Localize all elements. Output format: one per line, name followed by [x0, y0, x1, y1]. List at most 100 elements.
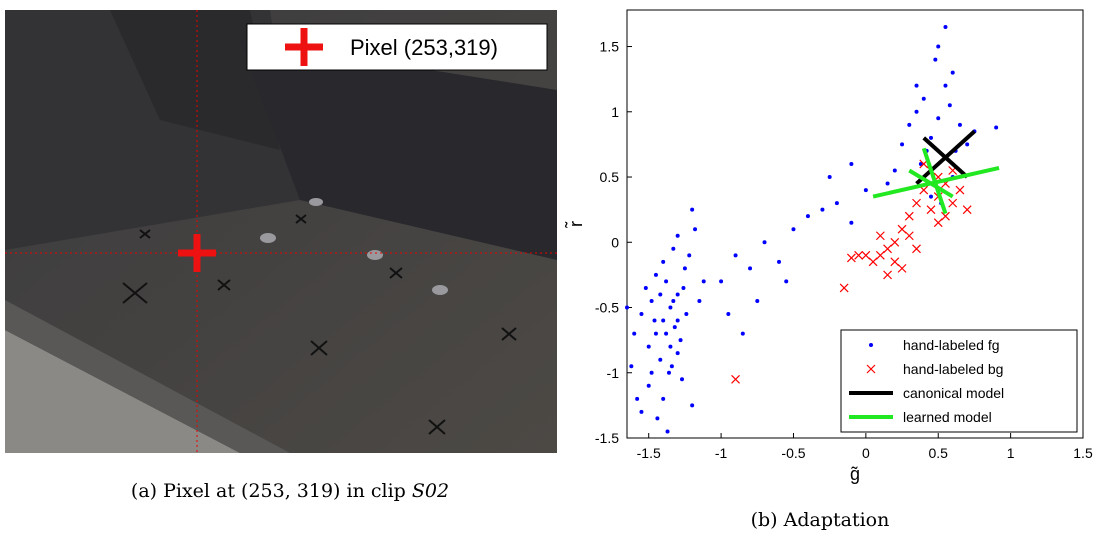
fg-point — [655, 416, 660, 421]
bg-point — [948, 198, 958, 208]
legend-label: canonical model — [903, 385, 1004, 401]
bg-point — [955, 185, 965, 195]
fg-point — [943, 24, 948, 29]
bg-point — [875, 231, 885, 241]
fg-point — [693, 227, 698, 232]
fg-point — [827, 175, 832, 180]
fg-point — [687, 253, 692, 258]
fg-point — [820, 207, 825, 212]
fg-point — [733, 253, 738, 258]
fg-point — [664, 279, 669, 284]
y-tick-label: 1 — [611, 104, 619, 120]
caption: (b) Adaptation — [751, 509, 890, 531]
fg-point — [643, 285, 648, 290]
fg-point — [907, 122, 912, 127]
x-tick-label: 0.5 — [929, 445, 949, 461]
legend-label: Pixel (253,319) — [350, 35, 498, 60]
fg-point — [669, 364, 674, 369]
fg-point — [701, 279, 706, 284]
bg-point — [904, 211, 914, 221]
x-tick-label: -1.5 — [637, 445, 661, 461]
bg-point — [912, 198, 921, 208]
legend-label: hand-labeled fg — [903, 337, 1000, 353]
legend-box — [840, 329, 1078, 433]
legend-marker — [285, 28, 323, 66]
y-tick-label: -0.5 — [595, 300, 619, 316]
bg-point — [883, 244, 892, 254]
fg-point — [690, 403, 695, 408]
fg-point — [892, 168, 897, 173]
bg-point — [861, 250, 871, 260]
bg-point — [890, 237, 900, 247]
fg-point — [943, 83, 948, 88]
x-tick-label: -1 — [715, 445, 728, 461]
fg-point — [805, 214, 810, 219]
fg-point — [635, 396, 640, 401]
bg-point — [883, 270, 892, 280]
fg-point — [653, 272, 658, 277]
fg-point — [690, 207, 695, 212]
floor-marks — [122, 214, 517, 435]
fg-point — [748, 266, 753, 271]
fg-point — [900, 142, 905, 147]
y-tick-label: 0 — [611, 234, 619, 250]
fg-point — [666, 370, 671, 375]
photo: Pixel (253,319) — [5, 10, 557, 453]
fg-point — [675, 318, 680, 323]
legend-swatch — [869, 343, 873, 347]
x-tick-label: 1 — [1007, 445, 1015, 461]
fg-point — [726, 312, 731, 317]
fg-point — [863, 188, 868, 193]
fg-point — [762, 240, 767, 245]
fg-point — [777, 259, 781, 264]
legend-swatch — [866, 364, 876, 374]
fg-point — [672, 325, 677, 330]
fg-point — [918, 161, 923, 166]
fg-point — [682, 266, 687, 271]
caption-clip: S02 — [412, 480, 449, 502]
fg-point — [929, 135, 933, 140]
fg-point — [684, 312, 689, 317]
fg-point — [649, 370, 654, 375]
fg-point — [664, 331, 669, 336]
bg-point — [875, 250, 885, 260]
fg-point — [681, 285, 686, 290]
kerb — [5, 300, 290, 453]
fg-point — [629, 364, 634, 369]
fg-point — [668, 305, 673, 310]
fg-point — [914, 109, 919, 114]
fg-point — [661, 259, 666, 264]
fg-point — [668, 344, 673, 349]
fg-point — [646, 383, 651, 388]
fg-point — [849, 220, 854, 225]
bg-point — [897, 263, 907, 273]
fg-point — [680, 377, 685, 382]
bg-point — [933, 218, 943, 228]
fg-point — [665, 429, 670, 434]
fg-point — [632, 331, 637, 336]
bg-point — [839, 283, 849, 293]
fg-point — [646, 344, 651, 349]
fg-point — [639, 312, 644, 317]
fg-point — [671, 298, 676, 303]
fg-point — [697, 298, 702, 303]
fg-point — [914, 83, 919, 88]
fg-point — [936, 44, 941, 49]
fg-point — [834, 201, 839, 206]
bg-point — [890, 257, 900, 267]
fg-point — [625, 305, 629, 310]
fg-point — [671, 246, 676, 251]
fg-point — [740, 331, 745, 336]
fg-point — [675, 233, 680, 238]
caption: (a) Pixel at (253, 319) in clip S02 — [131, 480, 449, 502]
model-line — [915, 129, 976, 186]
fg-point — [950, 70, 955, 75]
y-tick-label: 1.5 — [600, 39, 620, 55]
bg-point — [912, 244, 921, 254]
bg-point — [731, 374, 740, 384]
bg-point — [962, 205, 972, 215]
bg-point — [854, 250, 864, 260]
fg-point — [929, 194, 933, 199]
